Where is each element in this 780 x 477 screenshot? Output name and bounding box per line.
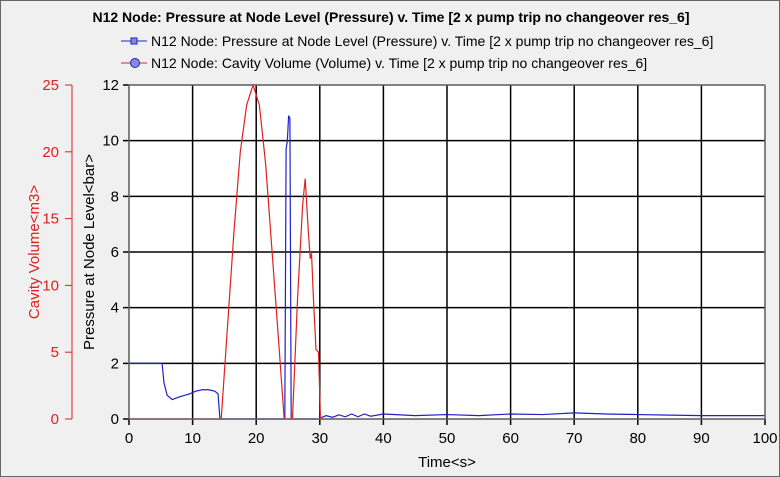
chart-title: N12 Node: Pressure at Node Level (Pressu…	[92, 9, 690, 25]
y-tick-label: 0	[111, 411, 119, 428]
y-axis-title: Pressure at Node Level<bar>	[81, 154, 98, 350]
x-axis-title: Time<s>	[418, 454, 476, 471]
y2-tick-label: 25	[42, 77, 59, 94]
x-tick-label: 40	[375, 430, 392, 447]
pressure-series-line	[129, 115, 765, 420]
y-tick-label: 8	[111, 188, 119, 205]
plot-border	[128, 84, 766, 420]
y2-axis-title: Cavity Volume<m3>	[26, 185, 43, 319]
x-tick-label: 60	[502, 430, 519, 447]
x-tick-label: 100	[752, 430, 777, 447]
x-tick-label: 80	[629, 430, 646, 447]
y-tick-label: 2	[111, 355, 119, 372]
x-tick-label: 20	[248, 430, 265, 447]
y2-tick-label: 5	[51, 344, 59, 361]
legend-label: N12 Node: Pressure at Node Level (Pressu…	[151, 33, 714, 49]
legend-label: N12 Node: Cavity Volume (Volume) v. Time…	[151, 55, 648, 71]
legend-marker-circle-icon	[121, 58, 147, 68]
y-tick-label: 4	[111, 300, 119, 317]
x-tick-label: 0	[125, 430, 133, 447]
y-tick-label: 12	[102, 77, 119, 94]
x-tick-label: 10	[184, 430, 201, 447]
legend-item-volume: N12 Node: Cavity Volume (Volume) v. Time…	[121, 55, 647, 71]
y2-tick-label: 10	[42, 277, 59, 294]
y-tick-label: 10	[102, 133, 119, 150]
x-tick-label: 30	[311, 430, 328, 447]
legend-item-pressure: N12 Node: Pressure at Node Level (Pressu…	[121, 33, 713, 49]
legend-marker-cross-icon	[121, 37, 147, 45]
y2-tick-label: 20	[42, 144, 59, 161]
x-tick-label: 70	[566, 430, 583, 447]
x-tick-label: 90	[693, 430, 710, 447]
y-tick-label: 6	[111, 244, 119, 261]
y2-tick-label: 15	[42, 211, 59, 228]
x-tick-label: 50	[439, 430, 456, 447]
y2-tick-label: 0	[51, 411, 59, 428]
